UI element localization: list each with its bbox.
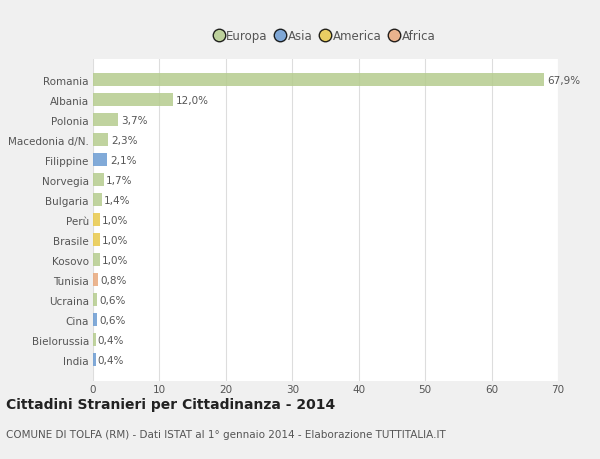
Text: 1,0%: 1,0%	[101, 215, 128, 225]
Bar	[93, 154, 107, 167]
Text: COMUNE DI TOLFA (RM) - Dati ISTAT al 1° gennaio 2014 - Elaborazione TUTTITALIA.I: COMUNE DI TOLFA (RM) - Dati ISTAT al 1° …	[6, 429, 446, 439]
Text: 2,3%: 2,3%	[112, 135, 138, 146]
Bar	[93, 334, 95, 347]
Bar	[93, 74, 544, 87]
Text: 1,0%: 1,0%	[101, 235, 128, 245]
Text: 1,7%: 1,7%	[106, 175, 133, 185]
Bar	[93, 194, 102, 207]
Bar	[93, 94, 173, 107]
Bar	[93, 274, 98, 286]
Text: 0,4%: 0,4%	[98, 335, 124, 345]
Bar	[93, 294, 97, 307]
Text: 0,6%: 0,6%	[99, 295, 125, 305]
Bar	[93, 254, 100, 267]
Text: 1,0%: 1,0%	[101, 255, 128, 265]
Text: 3,7%: 3,7%	[121, 116, 148, 126]
Bar	[93, 353, 95, 366]
Bar	[93, 234, 100, 247]
Text: 12,0%: 12,0%	[176, 96, 209, 106]
Text: 1,4%: 1,4%	[104, 196, 131, 205]
Bar	[93, 214, 100, 227]
Bar	[93, 114, 118, 127]
Text: 0,6%: 0,6%	[99, 315, 125, 325]
Bar	[93, 134, 108, 147]
Text: Cittadini Stranieri per Cittadinanza - 2014: Cittadini Stranieri per Cittadinanza - 2…	[6, 397, 335, 411]
Text: 0,8%: 0,8%	[100, 275, 127, 285]
Text: 2,1%: 2,1%	[110, 156, 137, 166]
Legend: Europa, Asia, America, Africa: Europa, Asia, America, Africa	[211, 25, 440, 47]
Text: 67,9%: 67,9%	[547, 76, 580, 86]
Bar	[93, 174, 104, 187]
Bar	[93, 313, 97, 326]
Text: 0,4%: 0,4%	[98, 355, 124, 365]
